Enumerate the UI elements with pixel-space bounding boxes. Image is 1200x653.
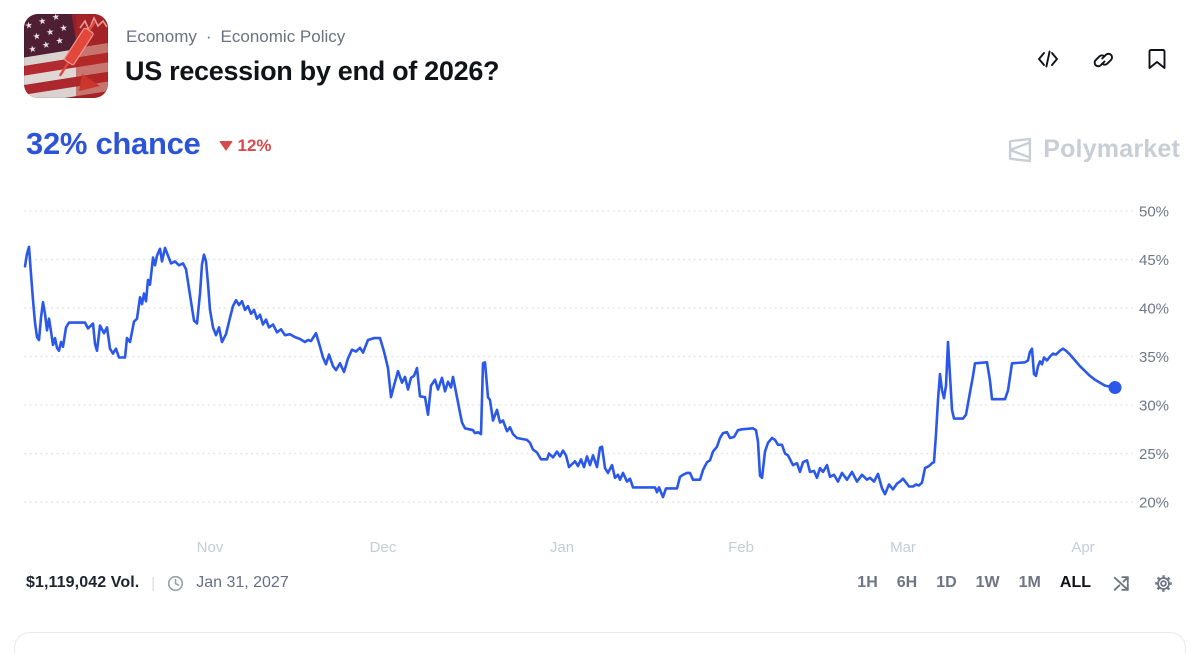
footer-divider: |	[151, 574, 156, 592]
breadcrumb-separator: ·	[205, 27, 212, 46]
y-axis-label: 45%	[1139, 252, 1169, 269]
x-axis-label: Mar	[890, 539, 916, 556]
range-button-6h[interactable]: 6H	[896, 572, 918, 594]
range-buttons: 1H 6H 1D 1W 1M ALL	[856, 572, 1092, 594]
footer-stats: $1,119,042 Vol. | Jan 31, 2027	[26, 574, 289, 592]
chart-footer: $1,119,042 Vol. | Jan 31, 2027 1H 6H 1D 1W 1…	[26, 569, 1176, 597]
breadcrumb-category[interactable]: Economy	[126, 27, 197, 46]
svg-text:★: ★	[51, 14, 61, 23]
price-row: 32% chance 12%	[26, 126, 272, 162]
svg-text:★: ★	[28, 43, 38, 54]
market-avatar: ★ ★ ★ ★ ★ ★ ★ ★ ★	[24, 14, 108, 98]
flag-crash-image: ★ ★ ★ ★ ★ ★ ★ ★ ★	[24, 14, 108, 98]
svg-text:★: ★	[24, 20, 34, 31]
bookmark-button[interactable]	[1144, 45, 1170, 73]
y-axis-label: 30%	[1139, 398, 1169, 415]
market-title: US recession by end of 2026?	[125, 56, 500, 86]
svg-text:★: ★	[45, 26, 55, 37]
clock-icon	[168, 575, 184, 591]
price-line	[23, 245, 1117, 499]
y-axis-label: 20%	[1139, 495, 1169, 512]
y-axis-label: 35%	[1139, 349, 1169, 366]
embed-button[interactable]	[1034, 45, 1062, 73]
copy-link-button[interactable]	[1089, 45, 1117, 73]
shuffle-icon	[1113, 575, 1129, 591]
svg-text:★: ★	[41, 39, 51, 50]
y-axis-label: 40%	[1139, 301, 1169, 318]
svg-text:★: ★	[55, 35, 65, 46]
header-actions	[1034, 45, 1170, 73]
x-axis-label: Jan	[550, 539, 574, 556]
svg-text:★: ★	[38, 16, 48, 27]
bookmark-icon	[1148, 49, 1166, 69]
range-button-1d[interactable]: 1D	[935, 572, 957, 594]
breadcrumb-subcategory[interactable]: Economic Policy	[220, 27, 346, 46]
polymarket-watermark: Polymarket	[1006, 135, 1180, 164]
down-arrow-icon	[218, 141, 233, 151]
chance-value: 32% chance	[26, 126, 201, 161]
gear-icon	[1155, 574, 1172, 592]
next-section-edge	[14, 632, 1186, 653]
x-axis-label: Apr	[1071, 539, 1094, 556]
x-axis-label: Nov	[197, 539, 224, 556]
end-date-label: Jan 31, 2027	[196, 574, 289, 591]
range-controls: 1H 6H 1D 1W 1M ALL	[856, 571, 1176, 596]
watermark-label: Polymarket	[1043, 135, 1180, 163]
code-icon	[1038, 50, 1058, 68]
compare-button[interactable]	[1109, 571, 1134, 596]
y-axis-label: 25%	[1139, 446, 1169, 463]
range-button-1m[interactable]: 1M	[1018, 572, 1042, 594]
range-button-1h[interactable]: 1H	[856, 572, 878, 594]
y-axis-label: 50%	[1139, 204, 1169, 221]
polymarket-logo-icon	[1009, 137, 1032, 162]
svg-text:★: ★	[32, 31, 42, 42]
breadcrumb: Economy · Economic Policy	[126, 27, 345, 47]
price-change: 12%	[218, 132, 272, 156]
change-value: 12%	[237, 136, 272, 155]
range-button-1w[interactable]: 1W	[975, 572, 1001, 594]
link-icon	[1093, 52, 1113, 68]
settings-button[interactable]	[1151, 571, 1176, 596]
x-axis-label: Dec	[370, 539, 397, 556]
volume-label: $1,119,042 Vol.	[26, 574, 140, 591]
svg-text:★: ★	[59, 22, 69, 33]
range-button-all[interactable]: ALL	[1059, 572, 1092, 594]
x-axis-label: Feb	[728, 539, 754, 556]
current-price-dot	[1108, 381, 1122, 395]
